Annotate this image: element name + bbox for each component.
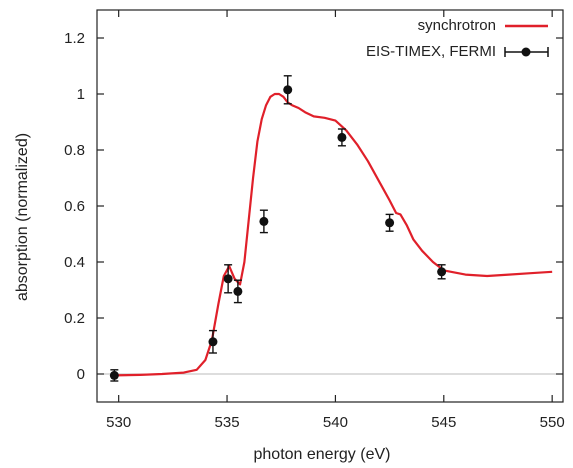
x-tick-label: 530 [106, 414, 131, 431]
data-point [385, 213, 395, 232]
y-tick-label: 0.8 [64, 142, 85, 159]
y-tick-label: 0.6 [64, 198, 85, 215]
legend-label-synchrotron: synchrotron [418, 17, 496, 34]
legend: synchrotron EIS-TIMEX, FERMI [366, 17, 549, 60]
data-marker [223, 274, 233, 284]
data-point [208, 329, 218, 354]
data-marker [283, 85, 293, 95]
y-tick-label: 0.2 [64, 310, 85, 327]
y-tick-label: 0 [77, 366, 85, 383]
data-point [109, 369, 119, 382]
plot-area [109, 75, 553, 382]
legend-swatch-eis-timex [504, 47, 549, 57]
data-point [223, 264, 233, 294]
y-tick-label: 1.2 [64, 30, 85, 47]
y-tick-label: 0.4 [64, 254, 85, 271]
data-marker [337, 132, 347, 142]
data-marker [208, 337, 218, 347]
y-tick-label: 1 [77, 86, 85, 103]
x-tick-labels: 530 535 540 545 550 [106, 414, 565, 431]
data-marker [109, 370, 119, 380]
data-point [437, 264, 447, 280]
data-point [233, 279, 243, 304]
data-marker [385, 218, 395, 228]
data-point [337, 128, 347, 147]
data-marker [233, 286, 243, 296]
data-marker [437, 267, 447, 277]
data-marker [259, 216, 269, 226]
data-point [283, 75, 293, 105]
x-tick-label: 540 [323, 414, 348, 431]
x-tick-label: 545 [431, 414, 456, 431]
x-tick-label: 535 [215, 414, 240, 431]
x-axis-title: photon energy (eV) [254, 446, 391, 463]
legend-label-eis-timex: EIS-TIMEX, FERMI [366, 43, 496, 60]
x-tick-label: 550 [540, 414, 565, 431]
y-tick-labels: 0 0.2 0.4 0.6 0.8 1 1.2 [64, 30, 85, 383]
data-point [259, 209, 269, 234]
axis-ticks [97, 10, 563, 402]
y-axis-title: absorption (normalized) [14, 133, 31, 301]
